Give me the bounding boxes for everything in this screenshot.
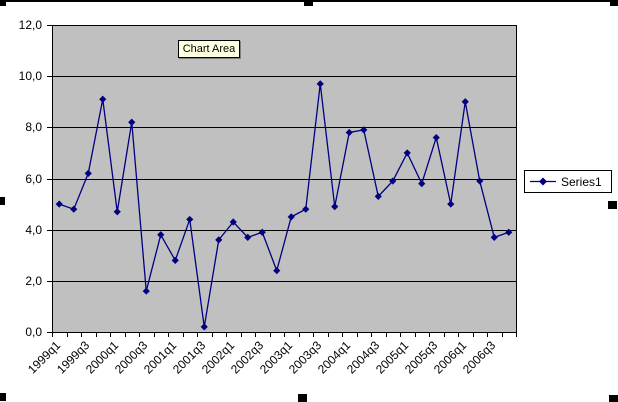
y-axis-label: 12,0 — [18, 18, 42, 32]
series1-point-2005q1[interactable] — [403, 149, 411, 157]
series1-point-1999q3[interactable] — [84, 169, 92, 177]
chart-area-tooltip: Chart Area — [178, 40, 240, 58]
series1-point-2006q1[interactable] — [461, 98, 469, 106]
y-axis-label: 0,0 — [25, 325, 42, 339]
y-axis-label: 2,0 — [25, 273, 42, 288]
series1-point-2006q3[interactable] — [490, 233, 498, 241]
series1-point-2004q1[interactable] — [345, 128, 353, 137]
series1-point-2006q4[interactable] — [505, 228, 513, 236]
series1-point-2001q2[interactable] — [186, 215, 194, 224]
selection-handle-top-right[interactable] — [610, 0, 618, 6]
series1-point-2002q2[interactable] — [244, 233, 252, 241]
legend-series-marker-icon — [530, 177, 556, 186]
series1-point-2000q3[interactable] — [142, 287, 150, 295]
y-axis-label: 4,0 — [25, 222, 42, 237]
series1-point-2003q4[interactable] — [331, 203, 339, 211]
series1-point-2002q3[interactable] — [258, 228, 266, 236]
series1-point-2001q4[interactable] — [215, 236, 223, 244]
series1-point-2003q1[interactable] — [287, 213, 295, 221]
series1-point-2002q4[interactable] — [273, 267, 281, 275]
series1-point-2000q2[interactable] — [128, 118, 136, 126]
series1-line[interactable] — [59, 83, 509, 327]
series1-point-2001q3[interactable] — [200, 323, 208, 331]
legend-series-label: Series1 — [561, 174, 602, 189]
series1-point-2000q1[interactable] — [113, 208, 121, 216]
series1-point-2004q4[interactable] — [389, 177, 397, 185]
series1-point-1999q4[interactable] — [99, 95, 107, 103]
series1-point-1999q1[interactable] — [55, 200, 63, 208]
selection-handle-middle-right[interactable] — [608, 201, 617, 209]
series1-point-2003q3[interactable] — [316, 80, 324, 88]
y-axis-label: 6,0 — [25, 171, 42, 186]
y-axis-label: 10,0 — [18, 69, 42, 84]
series1-point-1999q2[interactable] — [70, 205, 78, 213]
selection-handle-top-middle[interactable] — [304, 0, 313, 6]
series1-point-2004q3[interactable] — [374, 192, 382, 201]
legend[interactable]: Series1 — [524, 170, 612, 193]
series1-point-2001q1[interactable] — [171, 256, 179, 264]
series1-point-2000q4[interactable] — [157, 231, 165, 239]
series1-point-2002q1[interactable] — [229, 218, 237, 226]
chart-area-tooltip-label: Chart Area — [182, 43, 236, 55]
selection-handle-bottom-left[interactable] — [0, 393, 6, 401]
series1-point-2003q2[interactable] — [302, 205, 310, 213]
series1-point-2005q2[interactable] — [418, 180, 426, 188]
series1-point-2005q3[interactable] — [432, 133, 440, 142]
selection-handle-bottom-middle[interactable] — [298, 394, 307, 402]
series1-point-2005q4[interactable] — [447, 200, 455, 208]
series1-point-2004q2[interactable] — [360, 126, 368, 134]
series1-point-2006q2[interactable] — [476, 177, 484, 185]
selection-handle-bottom-right[interactable] — [609, 395, 618, 402]
y-axis-label: 8,0 — [25, 120, 42, 135]
selection-handle-top-left[interactable] — [0, 0, 6, 6]
selection-handle-middle-left[interactable] — [0, 197, 5, 205]
